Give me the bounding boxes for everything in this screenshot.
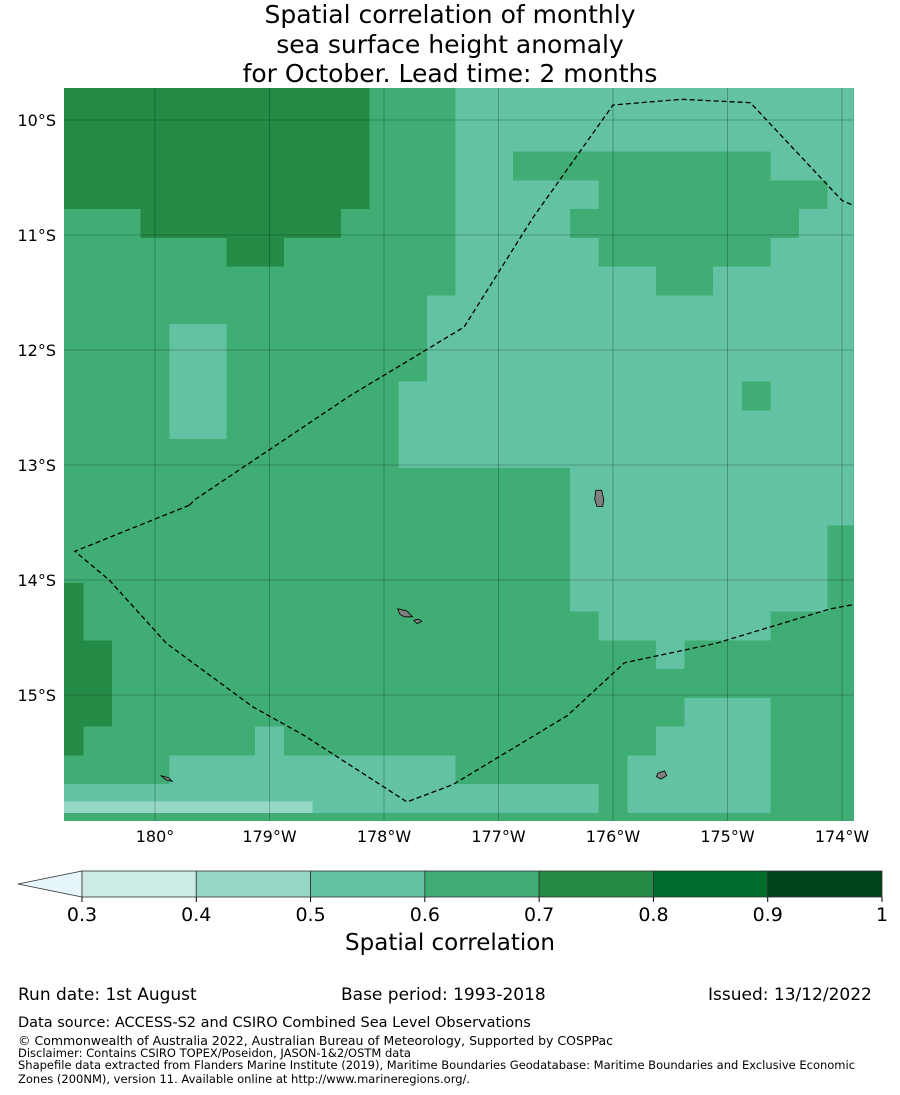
colorbar-swatch-6 (767, 870, 883, 898)
issued-date: Issued: 13/12/2022 (708, 985, 872, 1005)
lat-tick-label-2: 12°S (17, 341, 56, 360)
island-2 (413, 618, 423, 625)
correlation-cell-27 (64, 582, 84, 641)
correlation-cell-13 (169, 755, 456, 785)
map-plot-area (64, 88, 854, 821)
colorbar-tick-label-0: 0.3 (67, 904, 97, 926)
title-line-1: Spatial correlation of monthly (264, 0, 636, 29)
title-line-3: for October. Lead time: 2 months (242, 59, 658, 88)
lon-tick-label-0: 180° (136, 827, 175, 846)
correlation-cell-7 (570, 467, 854, 612)
graticule (64, 88, 854, 821)
lon-tick-label-2: 178°W (357, 827, 412, 846)
lon-tick-label-5: 175°W (700, 827, 755, 846)
correlation-cell-12 (255, 726, 284, 756)
islands (160, 489, 668, 782)
lon-tick-label-3: 177°W (471, 827, 526, 846)
axis-labels: 10°S 11°S 12°S 13°S 14°S 15°S 180° 179°W 178°W 17… (17, 111, 869, 846)
correlation-cell-6 (398, 381, 854, 468)
correlation-cell-22 (655, 266, 714, 296)
colorbar: 0.3 0.4 0.5 0.6 0.7 0.8 0.9 1 (17, 870, 888, 926)
correlation-cell-15 (684, 697, 771, 727)
correlation-cell-9 (655, 640, 685, 670)
colorbar-extend-arrow (17, 870, 83, 898)
colorbar-swatch-2 (310, 870, 426, 898)
title-line-2: sea surface height anomaly (276, 29, 624, 59)
correlation-cell-18 (512, 151, 771, 181)
base-period: Base period: 1993-2018 (341, 985, 546, 1005)
island-3 (656, 770, 668, 780)
lon-tick-label-1: 179°W (242, 827, 297, 846)
correlation-cell-0 (64, 88, 370, 210)
correlation-cell-20 (570, 209, 800, 238)
eez-boundary (73, 98, 854, 803)
correlation-cell-5 (426, 295, 854, 382)
correlation-cell-19 (598, 180, 828, 210)
lat-tick-label-3: 13°S (17, 456, 56, 475)
correlation-cell-24 (827, 525, 854, 612)
island-4 (160, 775, 174, 782)
shapefile-credit-line-1: Shapefile data extracted from Flanders M… (18, 1058, 856, 1072)
colorbar-tick-label-2: 0.5 (295, 904, 325, 926)
correlation-cell-1 (140, 209, 342, 238)
lat-tick-label-0: 10°S (17, 111, 56, 130)
shapefile-credit-line-2: Zones (200NM), version 11. Available onl… (18, 1072, 471, 1086)
run-date: Run date: 1st August (18, 985, 197, 1005)
correlation-cell-29 (64, 726, 84, 756)
lat-tick-label-1: 11°S (17, 226, 56, 245)
correlation-cell-25 (770, 611, 854, 756)
island-0 (594, 489, 605, 507)
correlation-cell-11 (169, 324, 198, 353)
lat-tick-label-5: 15°S (17, 686, 56, 705)
correlation-cell-26 (799, 755, 854, 785)
map-figure: 10°S 11°S 12°S 13°S 14°S 15°S 180° 179°W 178°W 17… (17, 88, 888, 926)
data-source: Data source: ACCESS-S2 and CSIRO Combine… (18, 1015, 531, 1031)
correlation-cell-28 (64, 640, 113, 727)
correlation-cell-23 (741, 381, 771, 411)
colorbar-tick-label-3: 0.6 (410, 904, 440, 926)
copyright: © Commonwealth of Australia 2022, Austra… (18, 1033, 613, 1048)
island-1 (397, 608, 414, 618)
colorbar-swatch-5 (653, 870, 769, 898)
colorbar-swatch-4 (538, 870, 654, 898)
correlation-cell-16 (655, 726, 771, 756)
colorbar-swatch-1 (195, 870, 311, 898)
colorbar-tick-label-1: 0.4 (181, 904, 211, 926)
correlation-cell-21 (598, 237, 771, 267)
colorbar-tick-label-6: 0.9 (753, 904, 783, 926)
lon-tick-label-6: 174°W (815, 827, 870, 846)
colorbar-swatch-0 (81, 870, 197, 898)
chart-title: Spatial correlation of monthly sea surfa… (0, 0, 900, 89)
colorbar-tick-label-5: 0.8 (638, 904, 668, 926)
colorbar-title: Spatial correlation (345, 930, 555, 956)
lon-tick-label-4: 176°W (586, 827, 641, 846)
disclaimer: Disclaimer: Contains CSIRO TOPEX/Poseido… (18, 1046, 411, 1060)
correlation-cell-3 (455, 88, 854, 152)
colorbar-tick-label-7: 1 (876, 904, 888, 926)
correlation-cell-30 (64, 801, 313, 813)
colorbar-tick-label-4: 0.7 (524, 904, 554, 926)
correlation-cell-17 (627, 755, 771, 813)
colorbar-swatch-3 (424, 870, 540, 898)
correlation-cell-2 (226, 237, 284, 267)
correlation-field (64, 88, 854, 821)
lat-tick-label-4: 14°S (17, 571, 56, 590)
